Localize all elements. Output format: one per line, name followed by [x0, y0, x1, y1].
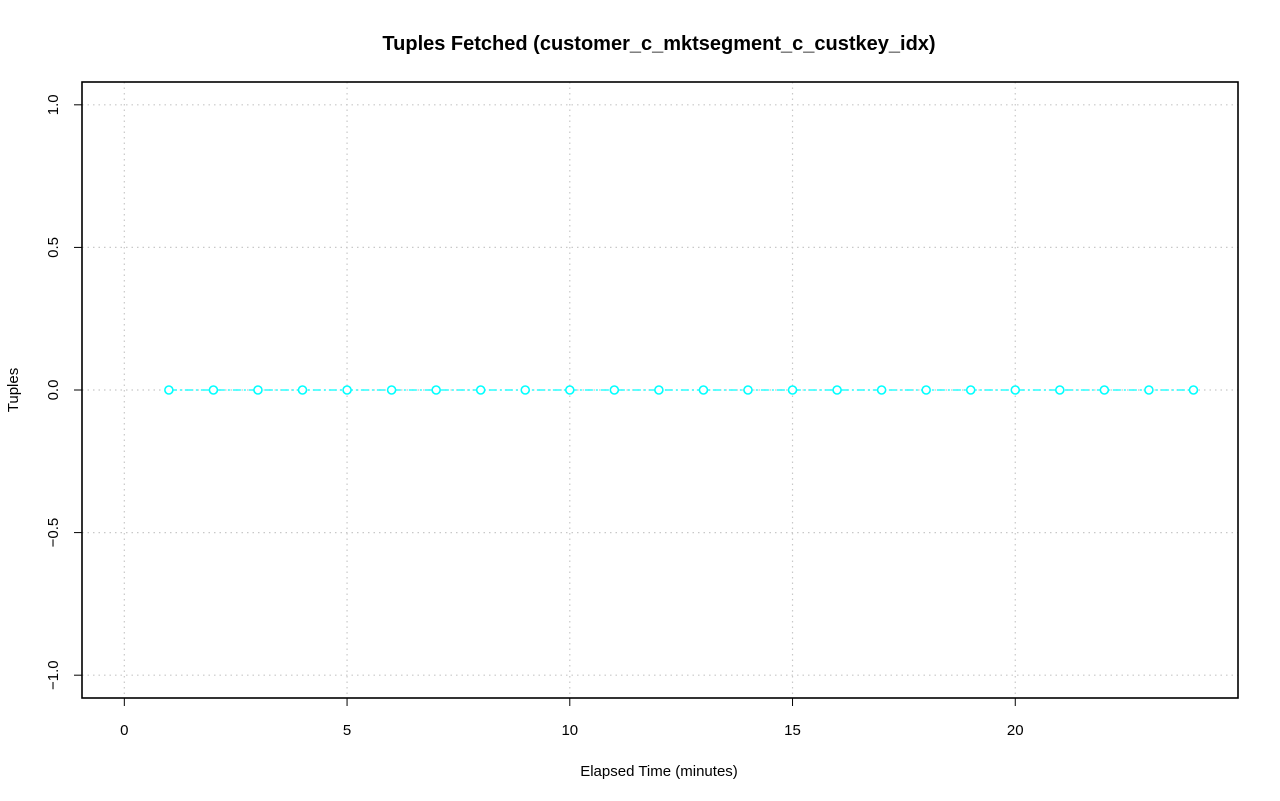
y-axis-label: Tuples	[5, 368, 22, 412]
x-tick-label-2: 10	[561, 722, 578, 739]
data-point-0-8	[520, 385, 531, 395]
data-point-0-14	[787, 385, 798, 395]
x-tick-label-1: 5	[343, 722, 351, 739]
data-point-0-5	[386, 385, 397, 395]
data-point-0-10	[609, 385, 620, 395]
axes: 0 5 10 15 20 −1.0 −0.5 0.0 0.5 1.0	[45, 94, 1024, 739]
y-tick-label-3: 0.5	[45, 237, 62, 258]
data-point-0-11	[654, 385, 664, 395]
chart-title: Tuples Fetched (customer_c_mktsegment_c_…	[382, 33, 935, 55]
x-axis-label: Elapsed Time (minutes)	[580, 763, 738, 780]
data-point-0-23	[1188, 385, 1199, 395]
data-point-0-2	[253, 385, 263, 395]
data-point-0-6	[431, 385, 441, 395]
data-point-0-3	[297, 385, 308, 395]
data-point-0-15	[832, 385, 842, 395]
data-point-0-13	[743, 385, 753, 395]
data-point-0-12	[698, 385, 709, 395]
x-tick-label-4: 20	[1007, 722, 1024, 739]
y-tick-label-4: 1.0	[45, 94, 62, 115]
y-tick-label-2: 0.0	[45, 380, 62, 401]
data-point-0-4	[342, 385, 352, 395]
y-tick-label-0: −1.0	[45, 660, 62, 690]
data-point-0-20	[1055, 385, 1065, 395]
y-tick-label-1: −0.5	[45, 518, 62, 548]
data-point-0-16	[876, 385, 887, 395]
data-point-0-21	[1099, 385, 1110, 395]
data-point-0-19	[1010, 385, 1021, 395]
series-layer	[164, 385, 1199, 395]
data-point-0-0	[164, 385, 174, 395]
data-point-0-1	[208, 385, 219, 395]
data-point-0-7	[475, 385, 486, 395]
x-tick-label-3: 15	[784, 722, 801, 739]
data-point-0-9	[564, 385, 575, 395]
data-point-0-17	[921, 385, 931, 395]
data-point-0-22	[1144, 385, 1154, 395]
data-point-0-18	[965, 385, 976, 395]
x-tick-label-0: 0	[120, 722, 128, 739]
